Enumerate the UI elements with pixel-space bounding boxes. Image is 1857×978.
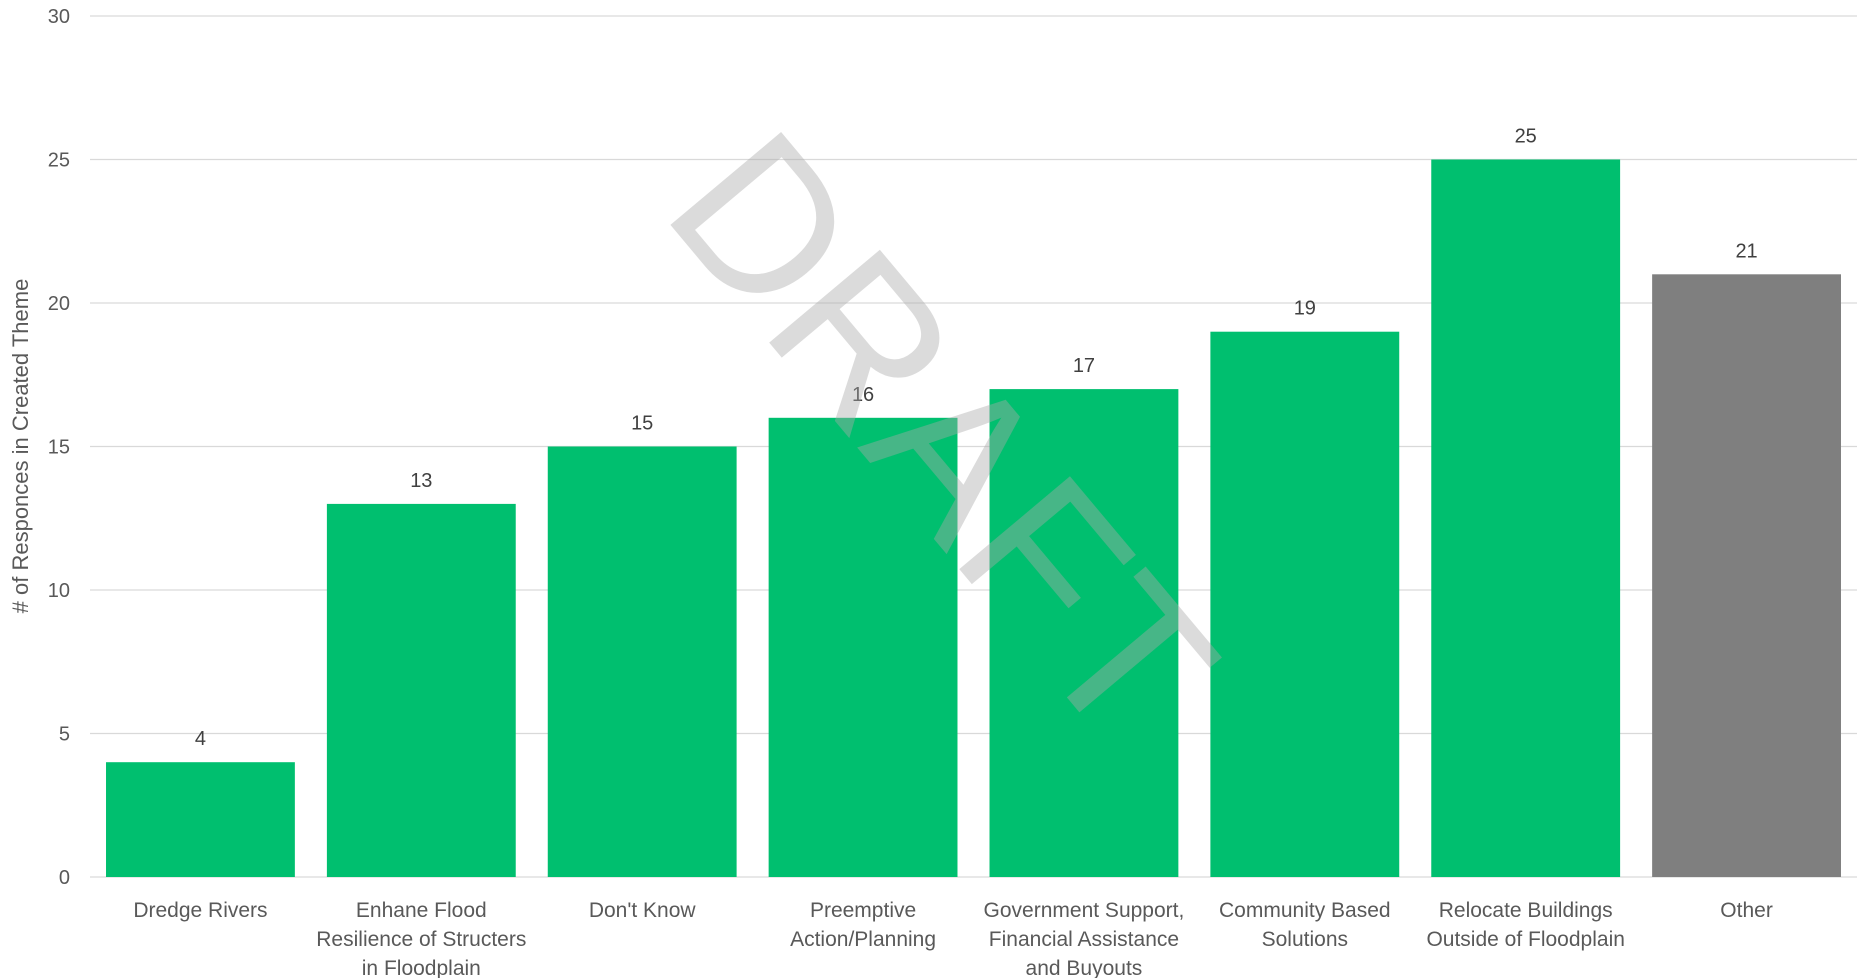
data-label: 15 [631,413,653,435]
bar [1431,159,1621,877]
bar [1652,274,1841,877]
x-axis-category-labels: Dredge Rivers Enhane Flood Resilience of S… [133,899,1773,978]
data-labels: 4 13 15 16 17 19 25 21 [195,126,1758,751]
x-category-label: Relocate Buildings Outside of Floodplain [1426,899,1624,951]
x-category-label: Enhane Flood Resilience of Structers in Fl… [316,899,526,978]
x-category-label: Preemptive Action/Planning [790,899,936,951]
x-category-label: Government Support, Financial Assistance a… [984,899,1185,978]
bar [547,446,737,877]
bar [768,417,958,877]
x-category-label: Community Based Solutions [1219,899,1391,951]
y-tick-label: 5 [59,724,70,746]
y-axis-ticks: 0 5 10 15 20 25 30 [48,6,70,889]
data-label: 25 [1515,126,1537,148]
data-label: 13 [410,470,432,492]
y-tick-label: 25 [48,150,70,172]
y-tick-label: 0 [59,867,70,889]
x-category-label: Other [1720,899,1773,922]
data-label: 16 [852,384,874,406]
data-label: 4 [195,728,206,750]
y-tick-label: 20 [48,293,70,315]
y-axis-title: # of Responces in Created Theme [8,279,33,614]
y-tick-label: 30 [48,6,70,28]
y-tick-label: 10 [48,580,70,602]
data-label: 21 [1735,240,1757,262]
bar [1210,331,1400,877]
x-category-label: Dredge Rivers [133,899,267,922]
data-label: 19 [1294,298,1316,320]
bar [106,762,295,877]
bars [106,159,1841,877]
x-category-label: Don't Know [589,899,697,922]
data-label: 17 [1073,355,1095,377]
y-tick-label: 15 [48,437,70,459]
bar [326,503,516,877]
bar [989,389,1179,877]
